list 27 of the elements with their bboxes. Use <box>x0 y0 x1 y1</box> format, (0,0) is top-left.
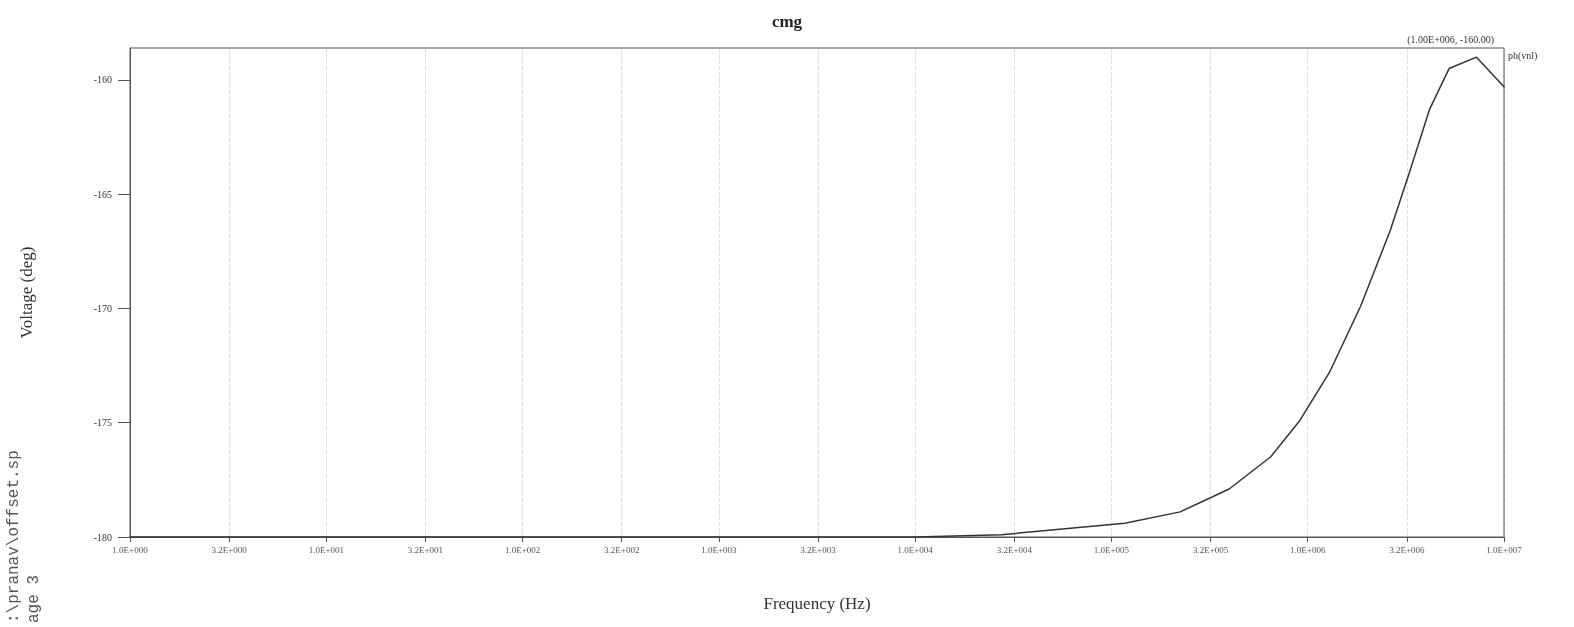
x-tick-label: 3.2E+002 <box>604 544 640 555</box>
x-tick-label: 1.0E+000 <box>112 544 149 555</box>
x-tick-label: 1.0E+005 <box>1093 544 1130 555</box>
y-tick-label: -180 <box>93 531 112 543</box>
y-axis-title: Voltage (deg) <box>17 246 36 339</box>
text: :\pranav\offset.sp <box>5 450 23 623</box>
y-tick-label: -165 <box>93 188 112 200</box>
text: age 3 <box>25 574 43 623</box>
x-tick-label: 1.0E+002 <box>504 544 541 555</box>
x-axis-title: Frequency (Hz) <box>763 594 871 613</box>
x-tick-label: 3.2E+000 <box>211 544 248 555</box>
x-tick-label: 3.2E+004 <box>996 544 1033 555</box>
x-tick-label: 1.0E+006 <box>1290 544 1326 555</box>
x-tick-label: 1.0E+007 <box>1486 544 1523 555</box>
y-tick-label: -175 <box>93 417 112 429</box>
x-tick-label: 1.0E+004 <box>897 544 934 555</box>
x-tick-label: 3.2E+005 <box>1192 544 1229 555</box>
x-tick-label: 3.2E+006 <box>1389 544 1426 555</box>
chart-title: cmg <box>771 12 803 31</box>
x-tick-label: 1.0E+003 <box>701 544 738 555</box>
text: (1.00E+006, -160.00) <box>1407 33 1494 46</box>
x-tick-label: 1.0E+001 <box>308 544 344 555</box>
y-tick-label: -160 <box>93 74 112 86</box>
y-tick-label: -170 <box>93 303 112 314</box>
text: ph(vnl) <box>1508 49 1538 62</box>
x-tick-label: 3.2E+001 <box>407 544 444 555</box>
x-tick-label: 3.2E+003 <box>800 544 837 555</box>
